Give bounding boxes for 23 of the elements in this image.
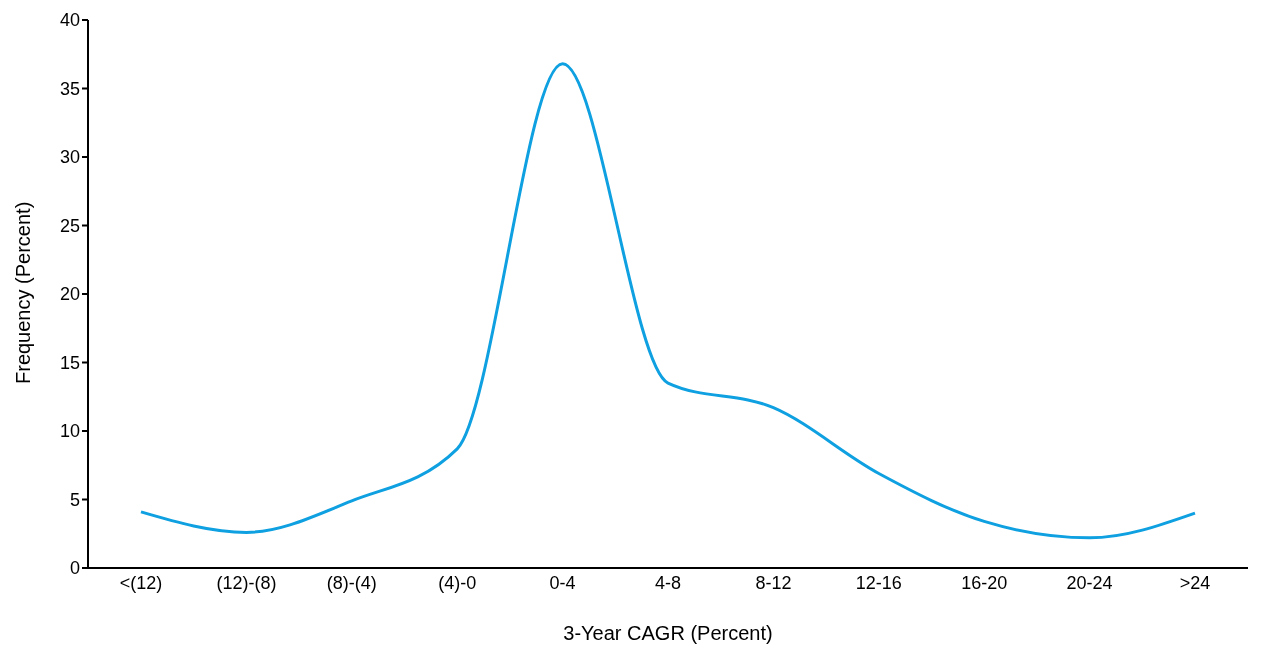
y-tick-label: 20 [59, 284, 80, 305]
y-tick-label: 35 [59, 78, 80, 99]
x-tick-label: 0-4 [549, 572, 576, 593]
y-tick-label: 30 [59, 147, 80, 168]
x-tick-label: >24 [1179, 572, 1211, 593]
y-axis-title: Frequency (Percent) [12, 201, 35, 384]
x-tick-label: 8-12 [755, 572, 792, 593]
y-tick-label: 25 [59, 215, 80, 236]
x-tick-label: (12)-(8) [216, 572, 277, 593]
x-tick-label: <(12) [119, 572, 163, 593]
y-tick-label: 15 [59, 352, 80, 373]
y-tick-label: 5 [69, 489, 80, 510]
y-tick-label: 10 [59, 421, 80, 442]
x-axis-title: 3-Year CAGR (Percent) [563, 622, 773, 644]
y-tick-label: 0 [69, 558, 80, 579]
x-tick-label: (4)-0 [438, 572, 477, 593]
x-tick-label: 12-16 [855, 572, 902, 593]
x-tick-label: 16-20 [961, 572, 1008, 593]
x-tick-label: 4-8 [654, 572, 682, 593]
y-tick-label: 40 [59, 10, 80, 31]
x-tick-label: (8)-(4) [326, 572, 377, 593]
line-series [139, 62, 1197, 540]
x-tick-label: 20-24 [1066, 572, 1113, 593]
